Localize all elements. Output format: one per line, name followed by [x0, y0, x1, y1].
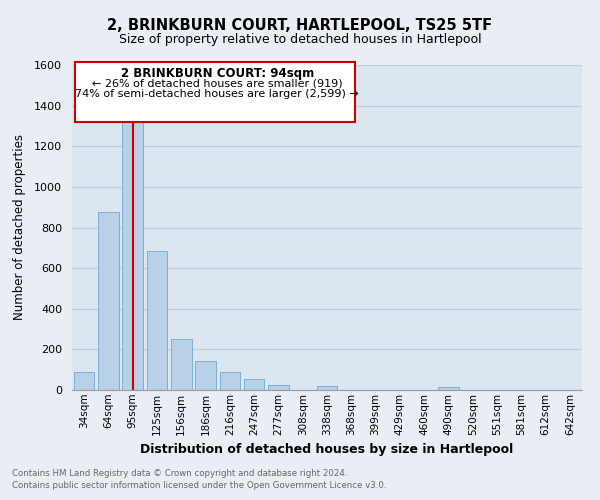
- Bar: [195, 361, 216, 390]
- Bar: [244, 379, 265, 390]
- Text: Contains HM Land Registry data © Crown copyright and database right 2024.: Contains HM Land Registry data © Crown c…: [12, 468, 347, 477]
- Bar: [268, 384, 289, 390]
- Text: 2, BRINKBURN COURT, HARTLEPOOL, TS25 5TF: 2, BRINKBURN COURT, HARTLEPOOL, TS25 5TF: [107, 18, 493, 32]
- Text: 74% of semi-detached houses are larger (2,599) →: 74% of semi-detached houses are larger (…: [76, 90, 359, 100]
- FancyBboxPatch shape: [74, 62, 355, 122]
- X-axis label: Distribution of detached houses by size in Hartlepool: Distribution of detached houses by size …: [140, 443, 514, 456]
- Text: Contains public sector information licensed under the Open Government Licence v3: Contains public sector information licen…: [12, 481, 386, 490]
- Bar: [317, 386, 337, 390]
- Y-axis label: Number of detached properties: Number of detached properties: [13, 134, 26, 320]
- Bar: [146, 251, 167, 390]
- Text: ← 26% of detached houses are smaller (919): ← 26% of detached houses are smaller (91…: [92, 78, 343, 88]
- Text: 2 BRINKBURN COURT: 94sqm: 2 BRINKBURN COURT: 94sqm: [121, 66, 314, 80]
- Bar: [438, 386, 459, 390]
- Bar: [171, 338, 191, 390]
- Bar: [98, 212, 119, 390]
- Text: Size of property relative to detached houses in Hartlepool: Size of property relative to detached ho…: [119, 32, 481, 46]
- Bar: [220, 372, 240, 390]
- Bar: [122, 122, 143, 390]
- Bar: [74, 372, 94, 390]
